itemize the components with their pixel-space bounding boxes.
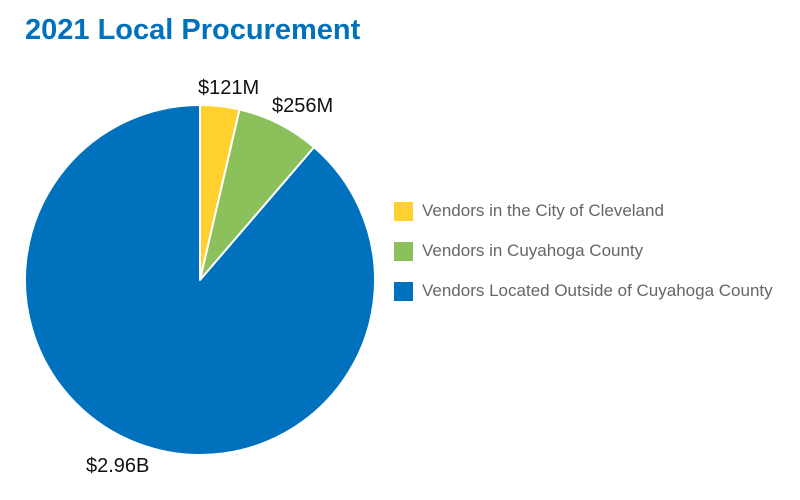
legend-label: Vendors in Cuyahoga County (422, 241, 644, 260)
legend-item-outside-cuyahoga-county: Vendors Located Outside of Cuyahoga Coun… (394, 278, 773, 304)
pie-data-labels: $121M $256M $2.96B (86, 77, 333, 477)
chart-title: 2021 Local Procurement (25, 14, 361, 46)
pie-data-label: $121M (198, 77, 259, 99)
legend-swatch (394, 241, 413, 261)
legend-label: Vendors Located Outside of Cuyahoga Coun… (422, 281, 773, 300)
legend-item-cuyahoga-county: Vendors in Cuyahoga County (394, 238, 773, 264)
chart-legend: Vendors in the City of Cleveland Vendors… (394, 198, 773, 318)
pie-data-label: $2.96B (86, 455, 149, 477)
legend-label: Vendors in the City of Cleveland (422, 201, 664, 220)
pie-data-label: $256M (272, 95, 333, 117)
legend-swatch (394, 281, 413, 301)
pie-slices (24, 104, 376, 456)
pie-slice-outside-cuyahoga-county (24, 104, 376, 456)
legend-item-city-of-cleveland: Vendors in the City of Cleveland (394, 198, 773, 224)
legend-swatch (394, 201, 413, 221)
